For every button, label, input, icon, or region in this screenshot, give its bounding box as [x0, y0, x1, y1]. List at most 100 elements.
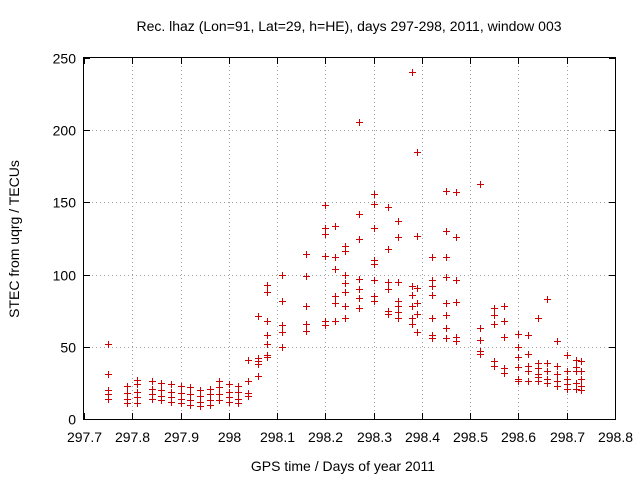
data-point [356, 295, 363, 302]
tick-layer: 297.7 297.8 297.9 298 298.1 298.2 298.3 298.4 29… [53, 51, 634, 446]
data-point [414, 149, 421, 156]
data-point [235, 400, 242, 407]
data-point [264, 341, 271, 348]
data-point [264, 289, 271, 296]
data-point [515, 354, 522, 361]
data-point [573, 380, 580, 387]
data-point [371, 277, 378, 284]
data-point [573, 386, 580, 393]
y-tick-label: 0 [68, 412, 76, 428]
data-point [535, 315, 542, 322]
y-tick-label: 150 [53, 195, 77, 211]
data-point [356, 211, 363, 218]
data-point [409, 69, 416, 76]
data-point [395, 309, 402, 316]
data-point [395, 234, 402, 241]
data-point [385, 311, 392, 318]
data-point [279, 298, 286, 305]
x-tick-label: 298.1 [260, 429, 295, 445]
data-point [322, 202, 329, 209]
data-point [168, 381, 175, 388]
data-point [255, 373, 262, 380]
data-point [491, 363, 498, 370]
data-point [515, 344, 522, 351]
data-point [356, 236, 363, 243]
data-point [453, 189, 460, 196]
data-point [279, 322, 286, 329]
data-point [491, 321, 498, 328]
data-point [322, 231, 329, 238]
data-point [443, 325, 450, 332]
y-axis-label: STEC from uqrg / TECUs [6, 160, 22, 318]
data-point [554, 383, 561, 390]
data-point [501, 370, 508, 377]
data-point [371, 225, 378, 232]
data-point [332, 254, 339, 261]
data-point [395, 303, 402, 310]
data-point [414, 285, 421, 292]
data-point [515, 331, 522, 338]
data-point [255, 361, 262, 368]
data-point [178, 400, 185, 407]
data-point [501, 334, 508, 341]
data-point [342, 280, 349, 287]
data-point [477, 351, 484, 358]
data-point [409, 321, 416, 328]
data-point [395, 218, 402, 225]
data-point [342, 272, 349, 279]
data-point [443, 312, 450, 319]
data-point [515, 364, 522, 371]
data-point [303, 251, 310, 258]
data-point [578, 368, 585, 375]
data-point [544, 296, 551, 303]
data-point [453, 338, 460, 345]
data-point [578, 376, 585, 383]
data-point [385, 279, 392, 286]
data-point [197, 387, 204, 394]
data-point [303, 273, 310, 280]
x-tick-label: 298 [218, 429, 242, 445]
data-point [564, 386, 571, 393]
data-point [178, 390, 185, 397]
data-point [245, 393, 252, 400]
data-point [429, 335, 436, 342]
data-point [187, 402, 194, 409]
x-tick-label: 298.3 [357, 429, 392, 445]
data-point [525, 351, 532, 358]
data-point [187, 384, 194, 391]
x-tick-label: 298.7 [550, 429, 585, 445]
x-axis-label: GPS time / Days of year 2011 [251, 458, 435, 474]
data-point [332, 293, 339, 300]
data-point [356, 119, 363, 126]
data-point [491, 312, 498, 319]
data-point [342, 303, 349, 310]
data-point [535, 365, 542, 372]
data-point [134, 381, 141, 388]
data-point [409, 292, 416, 299]
data-point [149, 378, 156, 385]
x-tick-label: 298.6 [501, 429, 536, 445]
data-point [216, 391, 223, 398]
data-point [124, 390, 131, 397]
y-tick-label: 250 [53, 51, 77, 67]
data-point [342, 315, 349, 322]
data-point [554, 338, 561, 345]
data-point [409, 303, 416, 310]
data-point [279, 344, 286, 351]
data-point [342, 289, 349, 296]
plot-frame [83, 57, 616, 420]
x-tick-label: 297.7 [67, 429, 102, 445]
points-layer [105, 69, 585, 410]
data-point [414, 233, 421, 240]
data-point [395, 279, 402, 286]
data-point [385, 246, 392, 253]
data-point [303, 328, 310, 335]
data-point [371, 191, 378, 198]
y-tick-label: 200 [53, 123, 77, 139]
data-point [158, 380, 165, 387]
data-point [385, 204, 392, 211]
data-point [453, 277, 460, 284]
data-point [303, 303, 310, 310]
data-point [554, 371, 561, 378]
